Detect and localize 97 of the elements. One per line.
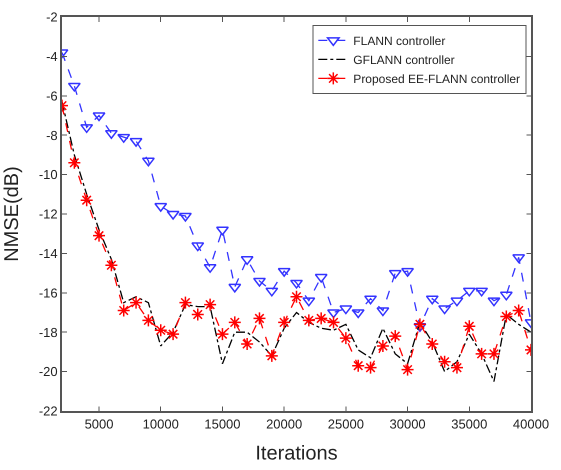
point bbox=[191, 242, 204, 252]
y-tick-label: -2 bbox=[46, 10, 58, 25]
x-tick-label: 10000 bbox=[142, 416, 179, 432]
point bbox=[500, 292, 513, 301]
point bbox=[388, 270, 402, 279]
legend-label: Proposed EE-FLANN controller bbox=[353, 72, 520, 86]
point bbox=[129, 296, 143, 310]
legend-label: GFLANN controller bbox=[353, 53, 455, 68]
point bbox=[512, 304, 526, 318]
legend-label: FLANN controller bbox=[353, 34, 446, 48]
point bbox=[290, 290, 304, 304]
point bbox=[68, 82, 81, 92]
point bbox=[314, 312, 328, 326]
point bbox=[116, 304, 130, 318]
point bbox=[228, 284, 242, 293]
point bbox=[364, 295, 378, 304]
point bbox=[252, 312, 266, 326]
point bbox=[339, 331, 353, 345]
x-tick-label: 5000 bbox=[84, 416, 114, 432]
point bbox=[400, 362, 414, 376]
point bbox=[326, 316, 340, 330]
point bbox=[500, 310, 514, 324]
point bbox=[388, 329, 402, 343]
point bbox=[277, 316, 291, 330]
point bbox=[314, 274, 328, 283]
point bbox=[191, 308, 205, 322]
point bbox=[178, 212, 192, 222]
point bbox=[438, 355, 452, 368]
y-tick-label: -16 bbox=[38, 285, 58, 300]
point bbox=[252, 278, 266, 287]
point bbox=[512, 254, 526, 264]
x-tick-label: 40000 bbox=[512, 416, 550, 432]
point bbox=[302, 297, 316, 306]
x-axis-title: Iterations bbox=[255, 442, 338, 464]
point bbox=[475, 288, 488, 297]
point bbox=[339, 305, 352, 314]
point bbox=[278, 268, 291, 277]
point bbox=[401, 268, 414, 277]
point bbox=[154, 323, 168, 337]
point bbox=[265, 288, 278, 297]
y-tick-label: -14 bbox=[38, 246, 58, 261]
point bbox=[438, 305, 452, 314]
y-tick-label: -18 bbox=[38, 324, 58, 340]
y-axis-title: NMSE(dB) bbox=[0, 166, 23, 262]
point bbox=[474, 347, 488, 361]
point bbox=[426, 337, 440, 351]
point bbox=[413, 318, 427, 332]
point bbox=[68, 156, 82, 170]
point bbox=[426, 295, 439, 304]
y-tick-label: -6 bbox=[46, 88, 58, 104]
point bbox=[302, 314, 316, 328]
point bbox=[376, 339, 390, 353]
x-tick-label: 15000 bbox=[204, 416, 241, 432]
point bbox=[92, 228, 106, 242]
point bbox=[117, 134, 130, 143]
x-tick-label: 20000 bbox=[266, 416, 302, 432]
point bbox=[351, 358, 365, 372]
point bbox=[166, 210, 180, 220]
point bbox=[80, 193, 94, 207]
y-tick-label: -20 bbox=[38, 364, 58, 380]
point bbox=[487, 297, 500, 306]
point bbox=[228, 316, 242, 330]
point bbox=[352, 309, 365, 318]
y-tick-label: -22 bbox=[38, 404, 58, 419]
point bbox=[204, 264, 217, 273]
point bbox=[487, 347, 501, 361]
point bbox=[130, 138, 143, 147]
point bbox=[142, 314, 156, 328]
point bbox=[104, 258, 118, 272]
point bbox=[376, 307, 390, 316]
point bbox=[216, 327, 230, 341]
y-tick-label: -8 bbox=[46, 128, 58, 143]
point bbox=[142, 158, 155, 167]
point bbox=[92, 112, 106, 122]
point bbox=[327, 309, 340, 318]
x-tick-label: 35000 bbox=[451, 416, 488, 432]
y-tick-label: -10 bbox=[38, 167, 58, 182]
point bbox=[413, 323, 426, 332]
point bbox=[450, 297, 464, 306]
point bbox=[104, 130, 118, 139]
point bbox=[462, 288, 476, 297]
point bbox=[178, 296, 192, 310]
point bbox=[265, 349, 279, 363]
point bbox=[166, 327, 180, 341]
x-tick-label: 30000 bbox=[390, 416, 426, 432]
point bbox=[450, 360, 464, 374]
point bbox=[80, 124, 94, 134]
y-tick-label: -4 bbox=[46, 48, 58, 64]
y-tick-label: -12 bbox=[38, 206, 58, 222]
x-tick-label: 25000 bbox=[328, 416, 364, 432]
point bbox=[364, 360, 378, 374]
point bbox=[203, 298, 217, 312]
point bbox=[240, 337, 254, 351]
point bbox=[216, 226, 229, 236]
point bbox=[462, 320, 476, 334]
point bbox=[240, 256, 254, 266]
point bbox=[154, 202, 168, 212]
